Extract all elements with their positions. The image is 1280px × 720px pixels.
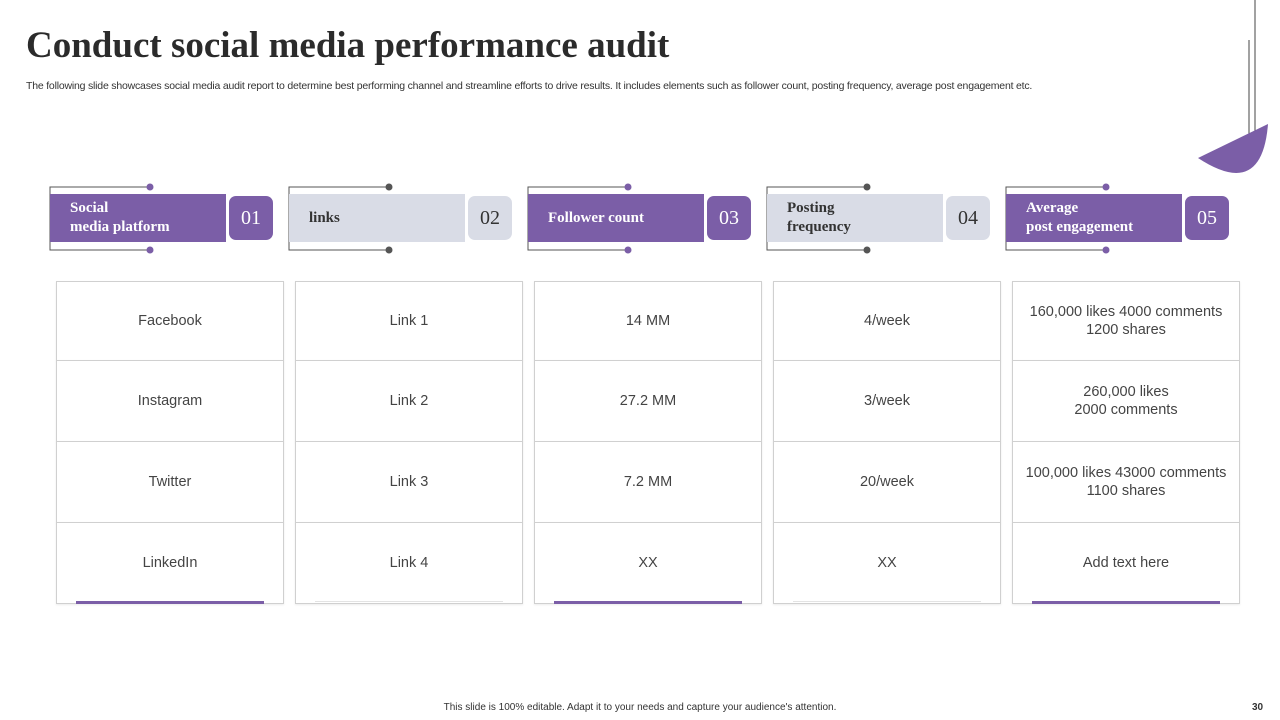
subtitle: The following slide showcases social med… [26,80,1033,92]
column-number: 02 [468,196,512,240]
table-cell: 27.2 MM [534,360,762,442]
cell-text: 14 MM [625,313,671,329]
underline [554,601,742,604]
table-cell: Facebook [56,281,284,361]
column-header: links [289,194,465,242]
header-line: Social [70,200,109,216]
cell-text: Link 1 [389,313,429,329]
cell-text: 2000 comments [1074,402,1178,418]
underline [793,601,981,602]
column-header: Average post engagement [1006,194,1182,242]
cell-text: XX [638,555,658,571]
cell-text: Add text here [1082,555,1170,571]
cell-text: Link 2 [389,393,429,409]
table-cell: Link 1 [295,281,523,361]
table-cell: Link 4 [295,522,523,604]
cell-text: 260,000 likes [1083,384,1169,400]
column-number: 05 [1185,196,1229,240]
header-line: media platform [70,219,170,235]
header-line: Posting [787,200,835,216]
cell-text: 160,000 likes 4000 comments [1029,304,1223,320]
underline [315,601,503,602]
cell-text: Twitter [148,474,192,490]
table-cell: XX [534,522,762,604]
title: Conduct social media performance audit [26,25,670,66]
table-cell: Instagram [56,360,284,442]
cell-text: 1100 shares [1086,483,1166,499]
table-cell: Add text here [1012,522,1240,604]
cell-text: 4/week [864,313,910,329]
table-cell: LinkedIn [56,522,284,604]
table-cell: 14 MM [534,281,762,361]
column-header: Social media platform [50,194,226,242]
table-cell: Link 2 [295,360,523,442]
cell-text: Link 4 [389,555,429,571]
cell-text: Instagram [137,393,203,409]
cell-text: 7.2 MM [623,474,673,490]
table-cell: 3/week [773,360,1001,442]
cell-text: XX [877,555,897,571]
page-number: 30 [1252,702,1264,713]
header-line: links [309,209,340,226]
column-number: 01 [229,196,273,240]
table-cell: 260,000 likes 2000 comments [1012,360,1240,442]
table-cell: 160,000 likes 4000 comments 1200 shares [1012,281,1240,361]
header-line: post engagement [1026,219,1134,235]
table-cell: Link 3 [295,441,523,523]
table-cell: XX [773,522,1001,604]
cell-text: LinkedIn [142,555,198,571]
column-header: Follower count [528,194,704,242]
header-line: frequency [787,219,851,235]
cell-text: 27.2 MM [619,393,677,409]
cell-text: Facebook [138,313,202,329]
table-cell: 20/week [773,441,1001,523]
header-line: Average [1026,200,1079,216]
column-header: Posting frequency [767,194,943,242]
table-cell: 4/week [773,281,1001,361]
cell-text: 3/week [864,393,910,409]
header-line: Follower count [548,209,644,226]
cell-text: Link 3 [389,474,429,490]
table-cell: Twitter [56,441,284,523]
cell-text: 1200 shares [1086,322,1166,338]
underline [76,601,264,604]
column-number: 03 [707,196,751,240]
cell-text: 20/week [859,474,914,490]
cell-text: 100,000 likes 43000 comments [1025,465,1227,481]
underline [1032,601,1220,604]
column-number: 04 [946,196,990,240]
table-cell: 7.2 MM [534,441,762,523]
footer-note: This slide is 100% editable. Adapt it to… [443,702,837,713]
table-cell: 100,000 likes 43000 comments 1100 shares [1012,441,1240,523]
